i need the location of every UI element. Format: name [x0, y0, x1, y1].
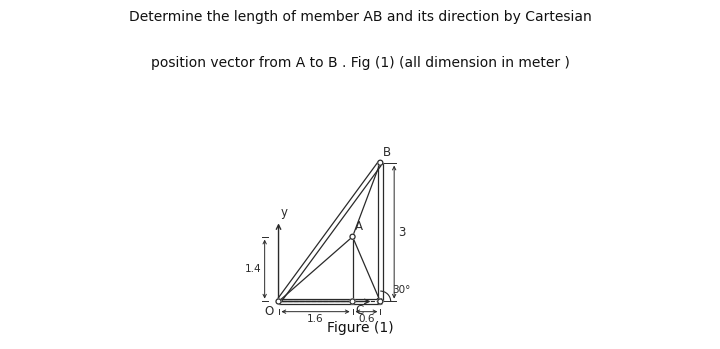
Text: 0.6: 0.6: [358, 314, 374, 325]
Text: Figure (1): Figure (1): [327, 321, 393, 335]
Text: x: x: [376, 295, 382, 308]
Text: O: O: [265, 305, 274, 318]
Text: B: B: [383, 146, 391, 159]
Text: C: C: [355, 304, 364, 317]
Text: position vector from A to B . Fig (1) (all dimension in meter ): position vector from A to B . Fig (1) (a…: [150, 56, 570, 70]
Text: 1.6: 1.6: [307, 314, 324, 325]
Circle shape: [350, 299, 355, 304]
Text: 1.4: 1.4: [245, 264, 261, 274]
Circle shape: [378, 160, 383, 165]
Circle shape: [276, 299, 281, 304]
Text: A: A: [355, 220, 364, 233]
Text: 3: 3: [398, 225, 405, 239]
Circle shape: [350, 234, 355, 239]
Text: Determine the length of member AB and its direction by Cartesian: Determine the length of member AB and it…: [129, 10, 591, 24]
Text: y: y: [281, 206, 288, 219]
Circle shape: [378, 299, 383, 304]
Text: 30°: 30°: [392, 285, 410, 295]
